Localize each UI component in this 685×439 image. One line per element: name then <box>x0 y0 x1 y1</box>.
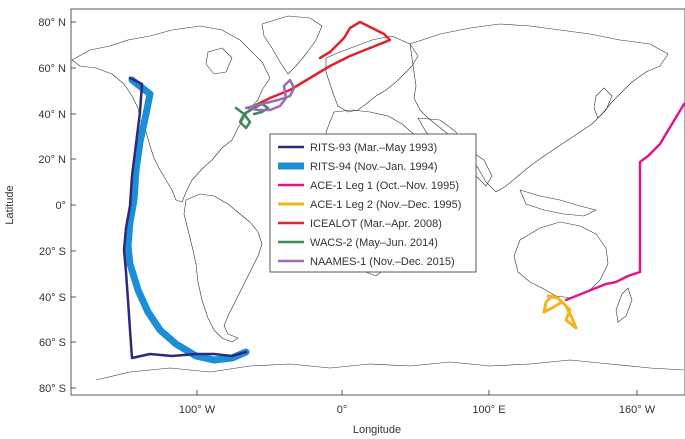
ship-tracks <box>122 20 685 364</box>
legend-label-ace1-leg1: ACE-1 Leg 1 (Oct.–Nov. 1995) <box>310 180 459 192</box>
x-tick-label: 100° E <box>472 404 505 416</box>
y-tick-label: 40° S <box>39 292 66 304</box>
hudson-bay-coast <box>205 47 233 75</box>
australia-coast <box>513 221 609 299</box>
antarctica-coast <box>95 359 685 381</box>
maritime-asia-coast <box>519 189 597 217</box>
europe-coast <box>325 35 419 113</box>
y-axis-title: Latitude <box>4 185 16 224</box>
y-tick-label: 0° <box>55 200 66 212</box>
legend-label-wacs-2: WACS-2 (May–Jun. 2014) <box>310 237 438 249</box>
track-ace1-leg1 <box>564 102 685 302</box>
track-rits-94 <box>124 76 250 364</box>
legend-label-rits-94: RITS-94 (Nov.–Jan. 1994) <box>310 161 438 173</box>
legend-label-naames-1: NAAMES-1 (Nov.–Dec. 2015) <box>310 256 455 268</box>
track-icealot <box>248 20 392 110</box>
greenland-coast <box>261 15 323 75</box>
x-tick-label: 100° W <box>179 404 216 416</box>
y-tick-label: 40° N <box>38 109 66 121</box>
legend-box <box>269 133 477 273</box>
y-tick-label: 20° N <box>38 154 66 166</box>
legend-label-ace1-leg2: ACE-1 Leg 2 (Nov.–Dec. 1995) <box>310 199 461 211</box>
x-axis-title: Longitude <box>353 424 401 436</box>
y-tick-label: 80° S <box>39 383 66 395</box>
y-tick-label: 80° N <box>38 17 66 29</box>
track-ace1-leg2 <box>542 294 578 330</box>
x-tick-labels: 100° W 0° 100° E 160° W <box>179 404 656 416</box>
map-frame <box>70 8 685 396</box>
y-tick-label: 20° S <box>39 246 66 258</box>
y-tick-label: 60° S <box>39 337 66 349</box>
north-america-coast <box>71 25 271 203</box>
south-america-coast <box>183 193 263 343</box>
y-tick-labels: 80° N 60° N 40° N 20° N 0° 20° S 40° S 6… <box>38 17 66 395</box>
x-tick-label: 160° W <box>619 404 656 416</box>
legend-label-icealot: ICEALOT (Mar.–Apr. 2008) <box>310 218 442 230</box>
x-tick-label: 0° <box>337 404 348 416</box>
tick-marks <box>71 21 638 395</box>
track-rits-93 <box>122 76 248 360</box>
legend-label-rits-93: RITS-93 (Mar.–May 1993) <box>310 142 437 154</box>
new-zealand-coast <box>615 287 633 323</box>
track-naames-1 <box>244 78 296 112</box>
japan-coast <box>593 87 613 119</box>
legend: RITS-93 (Mar.–May 1993) RITS-94 (Nov.–Ja… <box>269 133 477 273</box>
y-tick-label: 60° N <box>38 63 66 75</box>
